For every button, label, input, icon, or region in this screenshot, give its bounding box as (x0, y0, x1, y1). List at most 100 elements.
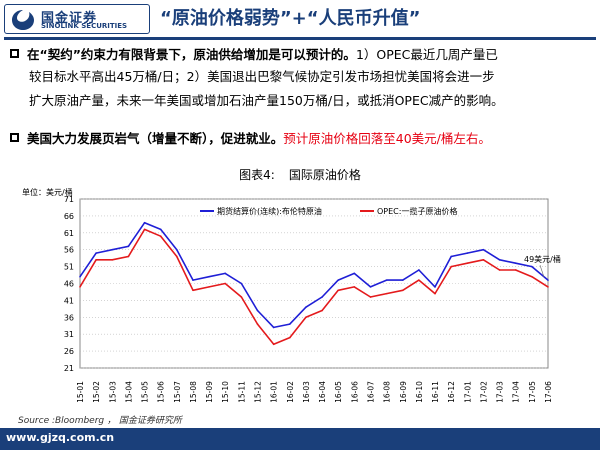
data-point-series-1 (466, 252, 469, 254)
x-tick-label: 16-12 (447, 381, 456, 403)
data-point-series-2 (514, 269, 517, 271)
footer-bar (0, 428, 600, 450)
data-point-series-2 (256, 323, 259, 325)
x-tick-label: 15-08 (189, 381, 198, 403)
bullet-2: 美国大力发展页岩气（增量不断），促进就业。预计原油价格回落至40美元/桶左右。 (10, 128, 491, 147)
y-tick-label: 31 (64, 330, 74, 339)
data-point-series-2 (127, 255, 130, 258)
data-point-series-1 (353, 272, 356, 275)
x-tick-label: 16-04 (318, 381, 327, 403)
data-point-series-2 (143, 228, 146, 231)
bullet-square-icon (10, 49, 19, 58)
x-tick-label: 17-01 (463, 381, 472, 403)
data-point-series-1 (95, 252, 97, 254)
data-point-series-1 (224, 272, 227, 275)
x-tick-label: 15-06 (157, 381, 166, 403)
data-point-series-1 (385, 279, 388, 281)
y-tick-label: 21 (64, 364, 74, 373)
y-tick-label: 66 (64, 212, 74, 221)
legend-label-1: 期货结算价(连续):布伦特原油 (217, 206, 322, 216)
price-annotation: 49美元/桶 (524, 254, 561, 264)
x-tick-label: 17-05 (528, 381, 537, 403)
x-tick-label: 17-03 (496, 381, 505, 403)
data-point-series-1 (176, 248, 178, 251)
data-point-series-1 (418, 269, 420, 271)
x-tick-label: 15-04 (124, 381, 133, 403)
bullet-square-icon (10, 133, 19, 142)
x-tick-label: 17-06 (544, 381, 553, 403)
data-point-series-1 (401, 279, 404, 281)
data-point-series-2 (240, 296, 243, 298)
x-tick-label: 16-03 (302, 381, 311, 403)
data-point-series-2 (401, 289, 404, 292)
annotation-pointer (539, 265, 545, 278)
data-point-series-2 (95, 259, 97, 261)
header-divider (4, 37, 596, 40)
slide-header: 国金证券 SINOLINK SECURITIES “原油价格弱势”+“人民币升值… (0, 0, 600, 40)
data-point-series-2 (450, 265, 452, 268)
data-point-series-2 (547, 286, 549, 288)
oil-price-chart: 21 26 31 36 41 46 51 56 61 66 71 15-01 15-02 15-03 15-… (64, 195, 561, 403)
data-point-series-2 (305, 316, 307, 319)
data-point-series-2 (498, 269, 501, 271)
data-point-series-2 (224, 282, 227, 285)
data-point-series-1 (111, 248, 114, 251)
x-tick-label: 15-11 (237, 381, 246, 403)
bullet-1: 在“契约”约束力有限背景下，原油供给增加是可以预计的。1）OPEC最近几周产量已 (10, 44, 498, 63)
data-point-series-2 (369, 296, 372, 298)
data-point-series-1 (369, 286, 372, 288)
data-point-series-2 (272, 343, 275, 346)
x-tick-label: 15-07 (173, 381, 182, 403)
x-tick-label: 15-03 (108, 381, 117, 403)
data-point-series-1 (498, 259, 501, 261)
footer-url: www.gjzq.com.cn (6, 431, 115, 444)
company-logo: 国金证券 SINOLINK SECURITIES (4, 4, 150, 34)
data-point-series-1 (482, 248, 485, 251)
x-tick-label: 15-02 (92, 381, 101, 403)
x-tick-label: 16-02 (286, 381, 295, 403)
x-tick-label: 16-06 (350, 381, 359, 403)
chart-title: 图表4: 国际原油价格 (0, 166, 600, 183)
bullet-2-lead: 美国大力发展页岩气（增量不断），促进就业。 (27, 131, 284, 146)
bullet-1-line2: 较目标水平高出45万桶/日；2）美国退出巴黎气候协定引发市场担忧美国将会进一步 (29, 69, 495, 84)
data-point-series-1 (434, 286, 436, 288)
y-tick-label: 56 (64, 246, 74, 255)
x-tick-label: 16-05 (334, 381, 343, 403)
data-point-series-1 (143, 221, 146, 224)
y-tick-label: 41 (64, 296, 74, 305)
data-point-series-1 (208, 275, 210, 278)
data-point-series-2 (111, 259, 114, 261)
data-point-series-2 (466, 262, 469, 265)
x-tick-label: 15-12 (254, 381, 263, 403)
bullet-1-line3: 扩大原油产量，未来一年美国或增加石油产量150万桶/日，或抵消OPEC减产的影响… (29, 93, 504, 108)
x-tick-label: 16-07 (366, 381, 375, 403)
data-point-series-1 (547, 279, 549, 281)
data-point-series-2 (321, 309, 323, 312)
data-point-series-1 (450, 255, 452, 258)
data-point-series-1 (337, 279, 340, 281)
data-point-series-1 (127, 245, 130, 248)
x-tick-label: 17-04 (512, 381, 521, 403)
data-point-series-2 (337, 289, 340, 292)
series-line-1 (79, 221, 549, 329)
data-point-series-1 (192, 279, 194, 281)
y-tick-label: 46 (64, 280, 74, 289)
data-point-series-2 (353, 286, 356, 288)
data-point-series-1 (240, 282, 243, 285)
logo-emblem-icon (12, 10, 34, 30)
x-tick-label: 16-01 (270, 381, 279, 403)
x-tick-label: 16-10 (415, 381, 424, 403)
data-point-series-2 (531, 275, 533, 278)
source-note: Source :Bloomberg ， 国金证券研究所 (18, 416, 182, 426)
data-point-series-1 (256, 309, 259, 312)
y-tick-label: 51 (64, 263, 74, 272)
logo-text-cn: 国金证券 (41, 11, 98, 26)
data-point-series-2 (418, 279, 420, 281)
data-point-series-2 (176, 255, 178, 258)
data-point-series-2 (385, 292, 388, 295)
data-point-series-2 (208, 286, 210, 288)
unit-label: 单位：美元/桶 (22, 188, 73, 197)
logo-text-en: SINOLINK SECURITIES (41, 22, 128, 30)
x-tick-label: 17-02 (479, 381, 488, 403)
y-tick-label: 71 (64, 195, 74, 204)
